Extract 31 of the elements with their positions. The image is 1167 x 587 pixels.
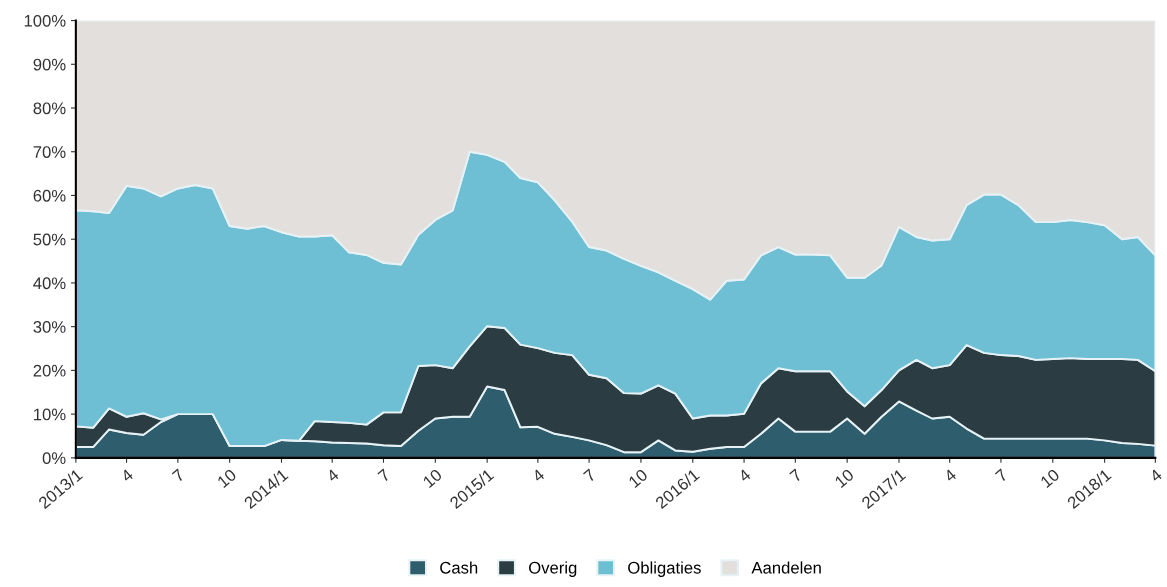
legend-label: Aandelen <box>751 561 821 574</box>
x-tick-label: 10 <box>216 468 238 489</box>
x-tick-label: 7 <box>994 468 1009 483</box>
y-tick-label: 0% <box>42 452 66 465</box>
legend-label: Cash <box>440 561 478 574</box>
y-tick-label: 20% <box>33 364 66 377</box>
x-tick-label: 10 <box>834 468 855 489</box>
legend-label: Overig <box>529 561 577 577</box>
y-tick-label: 30% <box>33 321 66 333</box>
y-tick-label: 10% <box>34 408 66 421</box>
x-tick-label: 7 <box>583 468 597 483</box>
x-tick-label: 4 <box>325 468 340 483</box>
x-tick-label: 7 <box>377 468 391 483</box>
y-tick-label: 70% <box>33 146 66 158</box>
y-tick-label: 80% <box>33 102 66 115</box>
y-tick-label: 40% <box>33 277 66 290</box>
legend-label: Obligaties <box>628 561 701 577</box>
x-tick-label: 7 <box>789 468 803 483</box>
x-tick-label: 4 <box>943 468 958 483</box>
x-tick-label: 4 <box>120 468 134 483</box>
y-tick-label: 50% <box>33 233 66 246</box>
x-tick-label: 10 <box>422 468 443 489</box>
x-tick-label: 4 <box>737 468 752 483</box>
x-tick-label: 4 <box>1148 468 1163 483</box>
x-tick-label: 10 <box>1039 468 1061 489</box>
y-tick-label: 90% <box>33 58 66 71</box>
y-tick-label: 100% <box>24 14 66 27</box>
y-tick-label: 60% <box>33 189 66 202</box>
x-tick-label: 7 <box>171 468 185 483</box>
x-tick-label: 10 <box>628 468 649 489</box>
x-tick-label: 4 <box>531 468 546 483</box>
